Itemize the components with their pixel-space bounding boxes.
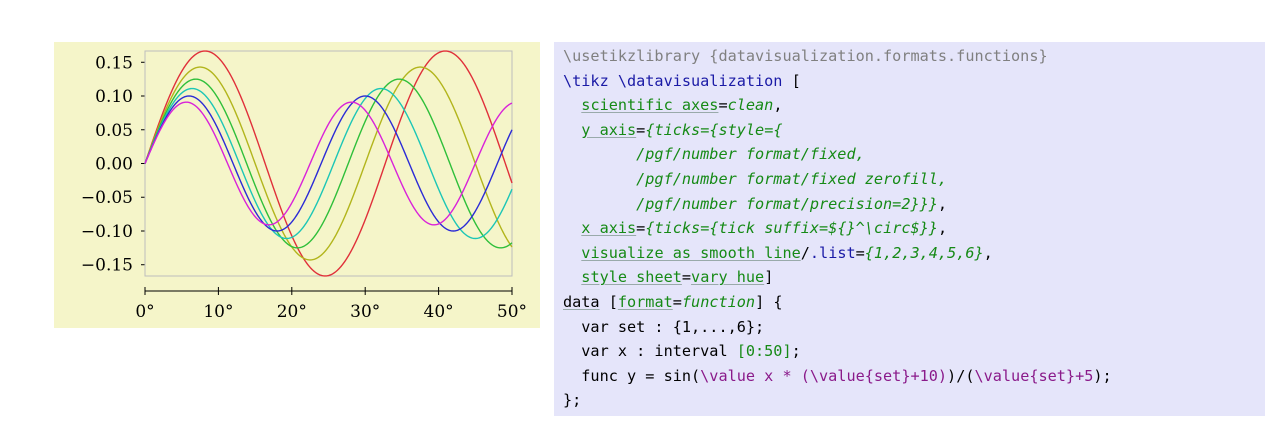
code-line: /pgf/number format/fixed zerofill, [563, 167, 947, 192]
code-token: )/( [947, 366, 975, 385]
code-token: {ticks={style={ [645, 120, 783, 139]
code-token: \value x * (\value{set}+10) [700, 366, 948, 385]
code-token: {1,2,3,4,5,6} [864, 243, 984, 262]
y-tick-label: 0.00 [95, 155, 133, 175]
code-token: , [983, 243, 993, 262]
code-line: data [format=function] { [563, 290, 783, 315]
x-tick-label: 30° [350, 302, 380, 322]
code-line: \usetikzlibrary {datavisualization.forma… [563, 44, 1048, 69]
code-line: x axis={ticks={tick suffix=${}^\circ$}}, [563, 216, 947, 241]
code-line: style sheet=vary hue] [563, 265, 773, 290]
code-token: }; [563, 391, 582, 410]
code-token: data [563, 293, 600, 311]
code-token [563, 268, 581, 286]
code-line: var x : interval [0:50]; [563, 339, 801, 364]
code-token [563, 121, 581, 139]
code-token: clean [727, 96, 774, 115]
code-line: /pgf/number format/fixed, [563, 142, 865, 167]
code-token: x axis [581, 219, 637, 238]
code-token: 1,...,6 [681, 317, 746, 336]
code-token: \usetikzlibrary {datavisualization.forma… [563, 47, 1048, 65]
code-token: var x : interval [563, 342, 737, 361]
code-token: func y = sin( [563, 366, 701, 385]
code-panel: \usetikzlibrary {datavisualization.forma… [554, 42, 1265, 416]
code-token: }; [745, 317, 765, 336]
code-token: , [773, 96, 783, 115]
code-line: \tikz \datavisualization [ [563, 69, 801, 94]
code-token: var set : { [563, 317, 682, 336]
x-tick-label: 40° [424, 302, 454, 322]
code-token [563, 219, 581, 237]
line-chart: 0.15 0.10 0.05 0.00 −0.05 −0.10 −0.15 0° 10° 20° 3… [81, 50, 527, 322]
series-line-5 [144, 95, 513, 232]
code-token: , [937, 219, 948, 238]
code-token: ] [764, 268, 774, 287]
x-tick-label: 0° [135, 302, 154, 322]
code-line: var set : {1,...,6}; [563, 315, 764, 340]
code-token: / [800, 243, 810, 262]
code-token: \tikz \datavisualization [563, 71, 783, 90]
code-token: ; [791, 342, 801, 361]
code-token: [0:50] [736, 342, 792, 361]
series-line-3 [144, 78, 513, 249]
y-tick-label: 0.05 [95, 121, 133, 141]
code-token: /pgf/number format/fixed, [563, 145, 865, 164]
code-token: [ [782, 71, 801, 90]
code-token: = [672, 293, 682, 311]
code-token: format [617, 293, 673, 311]
code-token: /pgf/number format/fixed zerofill, [563, 170, 948, 188]
x-tick-label: 50° [497, 302, 527, 322]
series-line-4 [144, 87, 513, 240]
code-token: \value{set}+5 [974, 366, 1094, 385]
code-line: scientific axes=clean, [563, 93, 782, 118]
code-token: = [855, 243, 865, 262]
code-token [563, 244, 581, 262]
plot-frame [144, 50, 513, 277]
code-token: = [718, 96, 728, 115]
code-token: = [636, 120, 646, 139]
code-token: scientific axes [581, 96, 719, 115]
code-line: }; [563, 388, 581, 413]
code-token [563, 96, 581, 114]
code-token: = [681, 268, 692, 287]
code-token: .list [809, 243, 856, 262]
x-tick-label: 20° [277, 302, 307, 322]
y-tick-label: 0.10 [95, 87, 133, 107]
y-tick-label: −0.15 [81, 256, 133, 276]
code-token: = [636, 219, 646, 238]
y-tick-label: −0.10 [81, 222, 133, 242]
code-token: y axis [581, 120, 637, 139]
series-line-1 [144, 50, 513, 277]
code-line: y axis={ticks={style={ [563, 118, 782, 143]
code-token: [ [599, 293, 618, 311]
code-token: ] { [755, 293, 783, 311]
x-tick-label: 10° [203, 302, 233, 322]
code-token: style sheet [581, 268, 682, 287]
code-token: vary hue [691, 268, 765, 287]
series-line-2 [144, 66, 513, 261]
code-token: function [681, 293, 756, 311]
code-token: {ticks={tick suffix=${}^\circ$}} [645, 219, 938, 238]
series-line-6 [144, 101, 513, 226]
code-line: /pgf/number format/precision=2}}}, [563, 192, 947, 217]
chart-panel: 0.15 0.10 0.05 0.00 −0.05 −0.10 −0.15 0° 10° 20° 3… [54, 42, 540, 328]
y-tick-label: 0.15 [95, 53, 133, 73]
code-line: visualize as smooth line/.list={1,2,3,4,… [563, 241, 993, 266]
code-token: visualize as smooth line [581, 243, 801, 262]
code-line: func y = sin(\value x * (\value{set}+10)… [563, 364, 1112, 389]
code-token: , [937, 194, 948, 213]
code-token: ); [1093, 366, 1112, 385]
code-token: /pgf/number format/precision=2}}} [563, 194, 938, 213]
y-tick-label: −0.05 [81, 188, 133, 208]
